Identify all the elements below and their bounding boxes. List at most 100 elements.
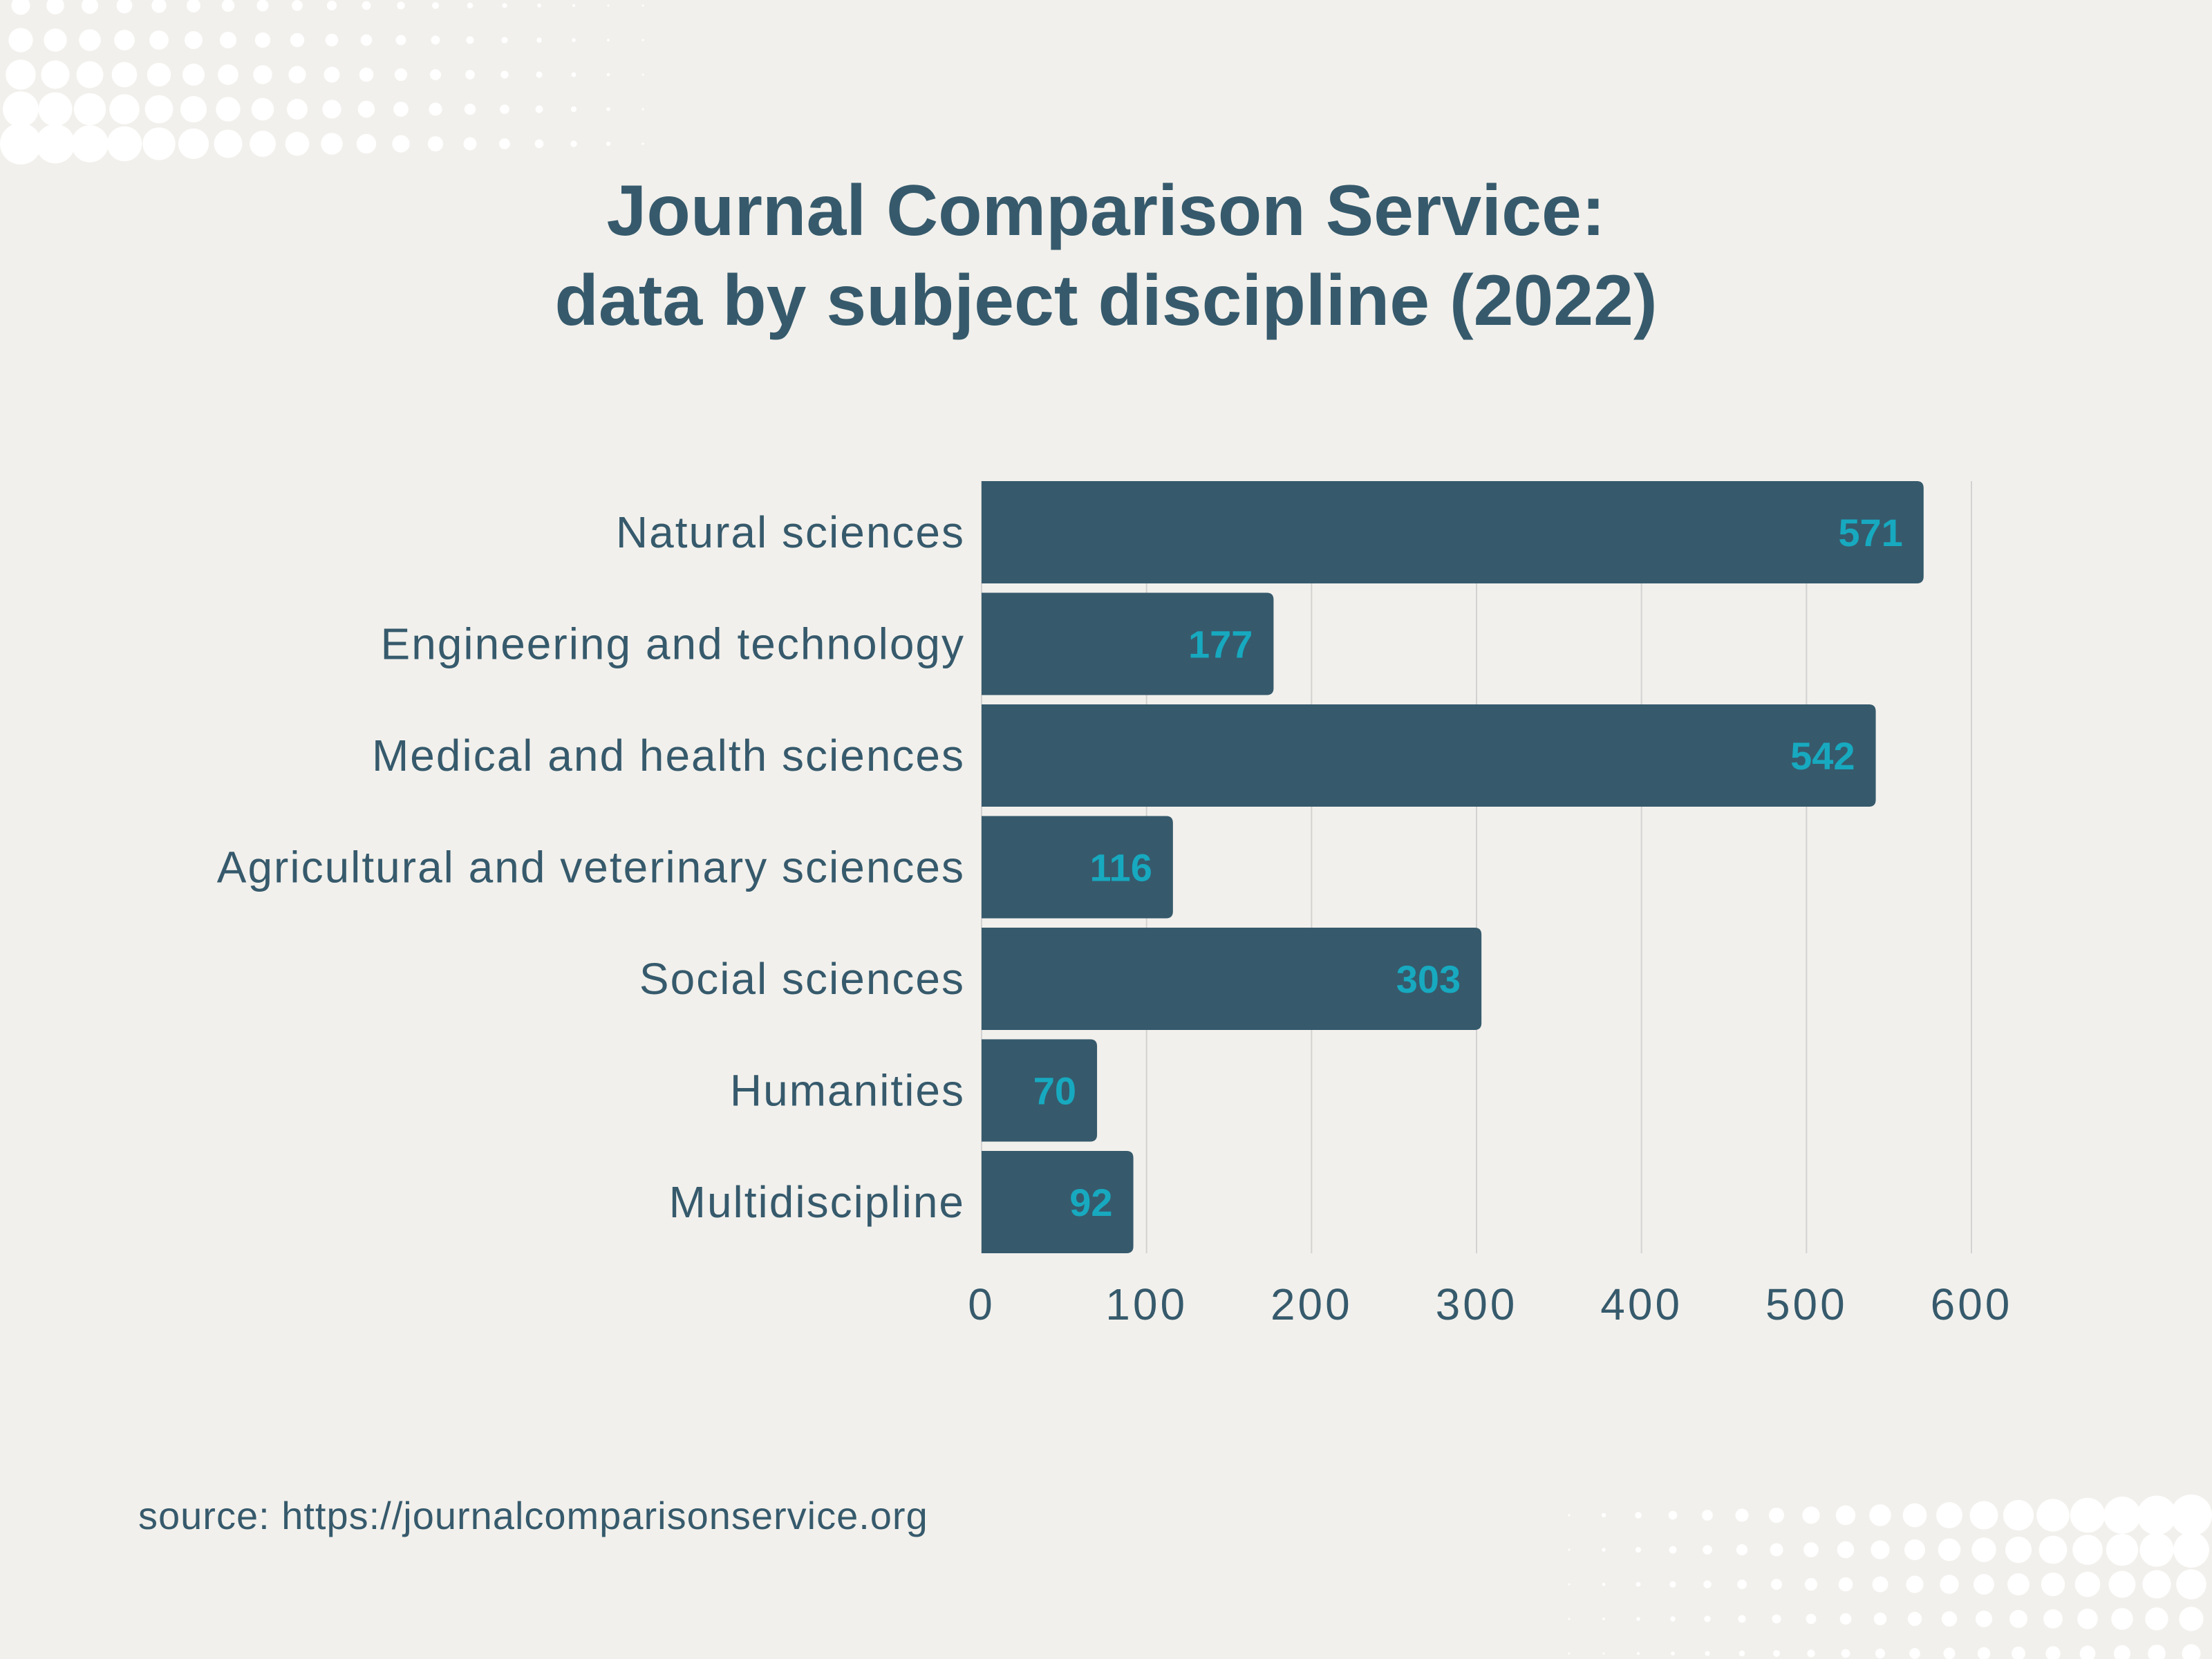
bar xyxy=(982,1151,1134,1253)
decorative-dot xyxy=(325,33,339,47)
decorative-dot xyxy=(606,107,610,111)
decorative-dot xyxy=(1737,1580,1747,1589)
decorative-dot xyxy=(1635,1512,1642,1519)
decorative-dot xyxy=(1839,1613,1852,1625)
decorative-dot xyxy=(1807,1649,1815,1658)
decorative-dot xyxy=(1770,1543,1783,1557)
decorative-dot xyxy=(2145,1607,2168,1631)
decorative-dot xyxy=(322,100,341,119)
bar xyxy=(982,816,1173,919)
decorative-dot xyxy=(1971,1537,1996,1562)
decorative-dot xyxy=(2036,1499,2070,1532)
decorative-dot xyxy=(1803,1542,1819,1557)
decorative-dot xyxy=(500,104,509,114)
bar xyxy=(982,928,1482,1030)
bar xyxy=(982,592,1274,695)
decorative-dot xyxy=(2038,1535,2068,1564)
decorative-dot xyxy=(1907,1611,1922,1627)
bar-value-label: 571 xyxy=(1838,511,1902,554)
decorative-dot xyxy=(250,131,276,157)
decorative-dot xyxy=(116,0,133,14)
decorative-dot xyxy=(1602,1652,1605,1655)
category-labels: Natural sciences Engineering and technolo… xyxy=(217,507,965,1227)
bar xyxy=(982,481,1924,583)
decorative-dot xyxy=(1703,1580,1712,1588)
decorative-dot xyxy=(288,66,306,84)
decorative-dot xyxy=(1906,1575,1924,1593)
decorative-dot xyxy=(218,64,238,85)
x-tick-label: 400 xyxy=(1600,1280,1683,1329)
decorative-dot xyxy=(292,0,303,11)
decorative-dot xyxy=(1875,1648,1886,1659)
decorative-dot xyxy=(641,108,644,111)
decorative-dot xyxy=(1636,1617,1640,1621)
decorative-dot xyxy=(1871,1540,1890,1559)
decorative-dot xyxy=(35,124,75,164)
decorative-dot xyxy=(429,102,442,116)
decorative-dot xyxy=(2137,1495,2177,1535)
decorative-dot xyxy=(393,102,409,117)
decorative-dot xyxy=(537,3,541,8)
decorative-dot xyxy=(1773,1650,1780,1657)
decorative-dot xyxy=(1909,1648,1920,1659)
decorative-dot xyxy=(2171,1494,2212,1536)
decorative-dot xyxy=(1975,1610,1993,1628)
bar-value-label: 116 xyxy=(1090,846,1152,890)
decorative-dot xyxy=(1635,1546,1642,1553)
decorative-dot xyxy=(2173,1532,2209,1568)
decorative-dot xyxy=(1735,1508,1749,1522)
bar-value-label: 542 xyxy=(1790,734,1855,778)
decorative-dot xyxy=(362,1,371,10)
decorative-dot xyxy=(1770,1578,1783,1591)
decorative-dot xyxy=(2179,1606,2204,1631)
decorative-dot xyxy=(1669,1581,1676,1588)
decorative-dot xyxy=(466,36,474,44)
decorative-dot xyxy=(1873,1612,1887,1626)
category-label: Humanities xyxy=(730,1066,965,1116)
decorative-dot xyxy=(395,35,406,46)
decorative-dot xyxy=(290,32,305,48)
decorative-dot xyxy=(572,38,576,42)
x-tick-label: 300 xyxy=(1436,1280,1518,1329)
decorative-dot xyxy=(38,92,73,126)
decorative-dot xyxy=(571,72,577,77)
decorative-dot xyxy=(2070,1497,2106,1533)
x-tick-label: 600 xyxy=(1931,1280,2013,1329)
decorative-dot xyxy=(463,137,477,151)
decorative-dot xyxy=(392,135,410,153)
decorative-dot xyxy=(432,2,439,9)
decorative-dot xyxy=(641,73,644,76)
decorative-dot xyxy=(149,30,169,50)
decorative-dot xyxy=(187,0,200,12)
decorative-dot xyxy=(397,1,405,10)
decorative-dot xyxy=(1869,1504,1891,1526)
decorative-dot xyxy=(1838,1577,1853,1592)
decorative-dot xyxy=(11,0,30,15)
decorative-dot xyxy=(73,93,106,126)
decorative-dot xyxy=(1802,1506,1820,1524)
decorative-dot xyxy=(607,4,610,7)
bar-value-label: 303 xyxy=(1396,957,1461,1001)
decorative-dot xyxy=(641,142,644,145)
decorative-dot xyxy=(2108,1571,2136,1598)
decorative-dot xyxy=(1837,1541,1855,1559)
decorative-dot xyxy=(1938,1538,1961,1562)
bar xyxy=(982,1039,1098,1142)
decorative-dot xyxy=(606,73,610,77)
category-label: Natural sciences xyxy=(616,507,965,557)
category-label: Medical and health sciences xyxy=(372,731,965,780)
decorative-dot xyxy=(2041,1572,2065,1597)
decorative-dot xyxy=(41,60,70,89)
decorative-dot xyxy=(182,63,205,86)
decorative-dot xyxy=(44,28,67,52)
decorative-dot xyxy=(607,39,610,41)
x-tick-label: 200 xyxy=(1271,1280,1353,1329)
decorative-dot xyxy=(1568,1583,1571,1586)
decorative-dot xyxy=(2139,1533,2174,1567)
decorative-dot xyxy=(180,95,207,123)
x-axis-ticks: 0 100 200 300 400 500 600 xyxy=(968,1280,2013,1329)
decorative-dot xyxy=(2005,1536,2032,1564)
